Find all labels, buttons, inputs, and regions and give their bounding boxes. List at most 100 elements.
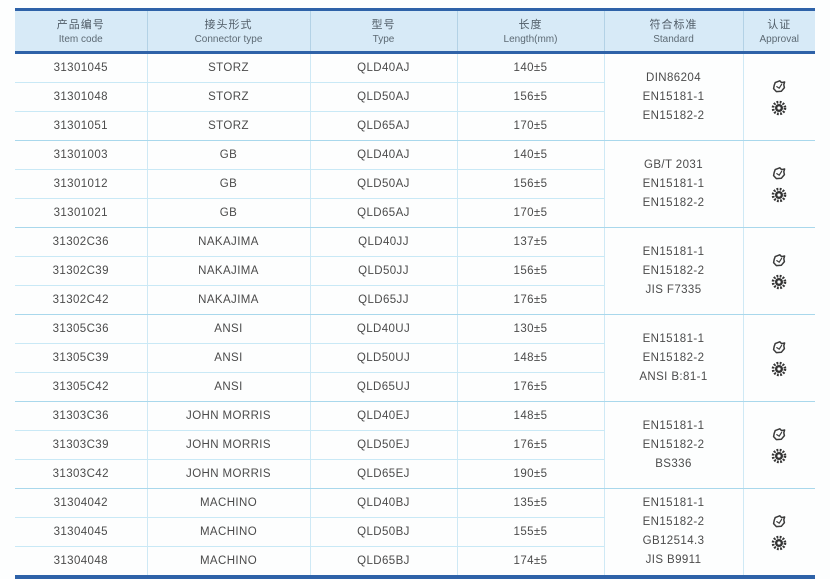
table-row: 31304042 MACHINO QLD40BJ 135±5 EN15181-1 EN15… xyxy=(15,488,815,578)
table-row: 31305C36 ANSI QLD40UJ 130±5 EN15181-1 EN15182… xyxy=(15,314,815,402)
stamp-badge-icon xyxy=(771,427,787,443)
type-cell: QLD65AJ xyxy=(309,111,457,141)
table-row: 31301045 STORZ QLD40AJ 140±5 DIN86204 EN15181… xyxy=(15,52,815,141)
connector-type-cell: JOHN MORRIS xyxy=(146,430,310,460)
gear-seal-icon xyxy=(771,274,787,290)
item-code-cell: 31304048 xyxy=(15,546,147,578)
column-header-type: 型号 Type xyxy=(309,8,457,54)
connector-type-cell: MACHINO xyxy=(146,546,310,578)
length-cell: 176±5 xyxy=(456,372,604,402)
table-row: 31303C42 JOHN MORRIS QLD65EJ 190±5 xyxy=(15,459,815,489)
table-row: 31302C36 NAKAJIMA QLD40JJ 137±5 EN15181-1 EN1… xyxy=(15,227,815,315)
column-header-item-code: 产品编号 Item code xyxy=(15,8,147,54)
standard-line: EN15182-2 xyxy=(642,438,705,451)
length-cell: 176±5 xyxy=(456,285,604,315)
type-cell: QLD65BJ xyxy=(309,546,457,578)
column-header-en: Length(mm) xyxy=(503,34,558,45)
connector-type-cell: JOHN MORRIS xyxy=(146,401,310,431)
connector-type-cell: GB xyxy=(146,169,310,199)
item-code-cell: 31304045 xyxy=(15,517,147,547)
length-cell: 130±5 xyxy=(456,314,604,344)
table-row: 31303C39 JOHN MORRIS QLD50EJ 176±5 xyxy=(15,430,815,460)
standard-line: EN15182-2 xyxy=(642,109,705,122)
column-header-zh: 认证 xyxy=(767,19,792,31)
header-row: 产品编号 Item code 接头形式 Connector type 型号 Type 长度 L… xyxy=(15,8,815,54)
length-cell: 190±5 xyxy=(456,459,604,489)
column-header-zh: 接头形式 xyxy=(204,19,253,31)
standard-line: EN15181-1 xyxy=(642,177,705,190)
column-header-zh: 符合标准 xyxy=(649,19,698,31)
type-cell: QLD40UJ xyxy=(309,314,457,344)
gear-seal-icon xyxy=(771,100,787,116)
type-cell: QLD65AJ xyxy=(309,198,457,228)
standard-line: EN15182-2 xyxy=(642,264,705,277)
gear-seal-icon xyxy=(771,361,787,377)
table-row: 31304045 MACHINO QLD50BJ 155±5 xyxy=(15,517,815,547)
length-cell: 156±5 xyxy=(456,82,604,112)
table-row: 31305C42 ANSI QLD65UJ 176±5 xyxy=(15,372,815,402)
connector-type-cell: NAKAJIMA xyxy=(146,285,310,315)
connector-type-cell: NAKAJIMA xyxy=(146,256,310,286)
length-cell: 148±5 xyxy=(456,401,604,431)
connector-type-cell: ANSI xyxy=(146,314,310,344)
table-body: 31301045 STORZ QLD40AJ 140±5 DIN86204 EN15181… xyxy=(15,52,815,578)
table-row: 31301021 GB QLD65AJ 170±5 xyxy=(15,198,815,228)
table-row: 31303C36 JOHN MORRIS QLD40EJ 148±5 EN15181-1… xyxy=(15,401,815,489)
table-row: 31302C42 NAKAJIMA QLD65JJ 176±5 xyxy=(15,285,815,315)
type-cell: QLD50AJ xyxy=(309,82,457,112)
type-cell: QLD65JJ xyxy=(309,285,457,315)
standard-cell: EN15181-1 EN15182-2 JIS F7335 xyxy=(603,227,743,315)
gear-seal-icon xyxy=(771,448,787,464)
table-row: 31302C39 NAKAJIMA QLD50JJ 156±5 xyxy=(15,256,815,286)
standard-line: EN15181-1 xyxy=(642,419,705,432)
product-table: 产品编号 Item code 接头形式 Connector type 型号 Type 长度 L… xyxy=(15,8,815,579)
connector-type-cell: ANSI xyxy=(146,372,310,402)
approval-cell xyxy=(742,52,815,141)
connector-type-cell: NAKAJIMA xyxy=(146,227,310,257)
item-code-cell: 31303C36 xyxy=(15,401,147,431)
table-row: 31301012 GB QLD50AJ 156±5 xyxy=(15,169,815,199)
length-cell: 148±5 xyxy=(456,343,604,373)
table-row: 31301003 GB QLD40AJ 140±5 GB/T 2031 EN15181-1… xyxy=(15,140,815,228)
standard-line: ANSI B:81-1 xyxy=(639,370,708,383)
connector-type-cell: STORZ xyxy=(146,52,310,83)
item-code-cell: 31305C39 xyxy=(15,343,147,373)
length-cell: 174±5 xyxy=(456,546,604,578)
connector-type-cell: STORZ xyxy=(146,82,310,112)
item-code-cell: 31301021 xyxy=(15,198,147,228)
table-row: 31301051 STORZ QLD65AJ 170±5 xyxy=(15,111,815,141)
connector-type-cell: STORZ xyxy=(146,111,310,141)
stamp-badge-icon xyxy=(771,79,787,95)
stamp-badge-icon xyxy=(771,514,787,530)
column-header-zh: 长度 xyxy=(518,19,543,31)
approval-cell xyxy=(742,227,815,315)
standard-cell: GB/T 2031 EN15181-1 EN15182-2 xyxy=(603,140,743,228)
stamp-badge-icon xyxy=(771,166,787,182)
item-code-cell: 31303C42 xyxy=(15,459,147,489)
item-code-cell: 31301048 xyxy=(15,82,147,112)
type-cell: QLD40AJ xyxy=(309,52,457,83)
item-code-cell: 31302C39 xyxy=(15,256,147,286)
standard-cell: EN15181-1 EN15182-2 GB12514.3 JIS B9911 xyxy=(603,488,743,578)
length-cell: 176±5 xyxy=(456,430,604,460)
type-cell: QLD65EJ xyxy=(309,459,457,489)
connector-type-cell: GB xyxy=(146,140,310,170)
standard-line: EN15181-1 xyxy=(642,497,705,509)
type-cell: QLD40JJ xyxy=(309,227,457,257)
standard-line: EN15181-1 xyxy=(642,245,705,258)
approval-cell xyxy=(742,401,815,489)
type-cell: QLD50BJ xyxy=(309,517,457,547)
gear-seal-icon xyxy=(771,535,787,551)
column-header-en: Connector type xyxy=(194,34,263,45)
approval-cell xyxy=(742,488,815,578)
approval-cell xyxy=(742,314,815,402)
table-row: 31305C39 ANSI QLD50UJ 148±5 xyxy=(15,343,815,373)
standard-line: GB12514.3 xyxy=(642,535,705,547)
type-cell: QLD65UJ xyxy=(309,372,457,402)
type-cell: QLD40BJ xyxy=(309,488,457,518)
standard-cell: EN15181-1 EN15182-2 ANSI B:81-1 xyxy=(603,314,743,402)
approval-cell xyxy=(742,140,815,228)
column-header-length-mm-: 长度 Length(mm) xyxy=(456,8,604,54)
standard-cell: DIN86204 EN15181-1 EN15182-2 xyxy=(603,52,743,141)
